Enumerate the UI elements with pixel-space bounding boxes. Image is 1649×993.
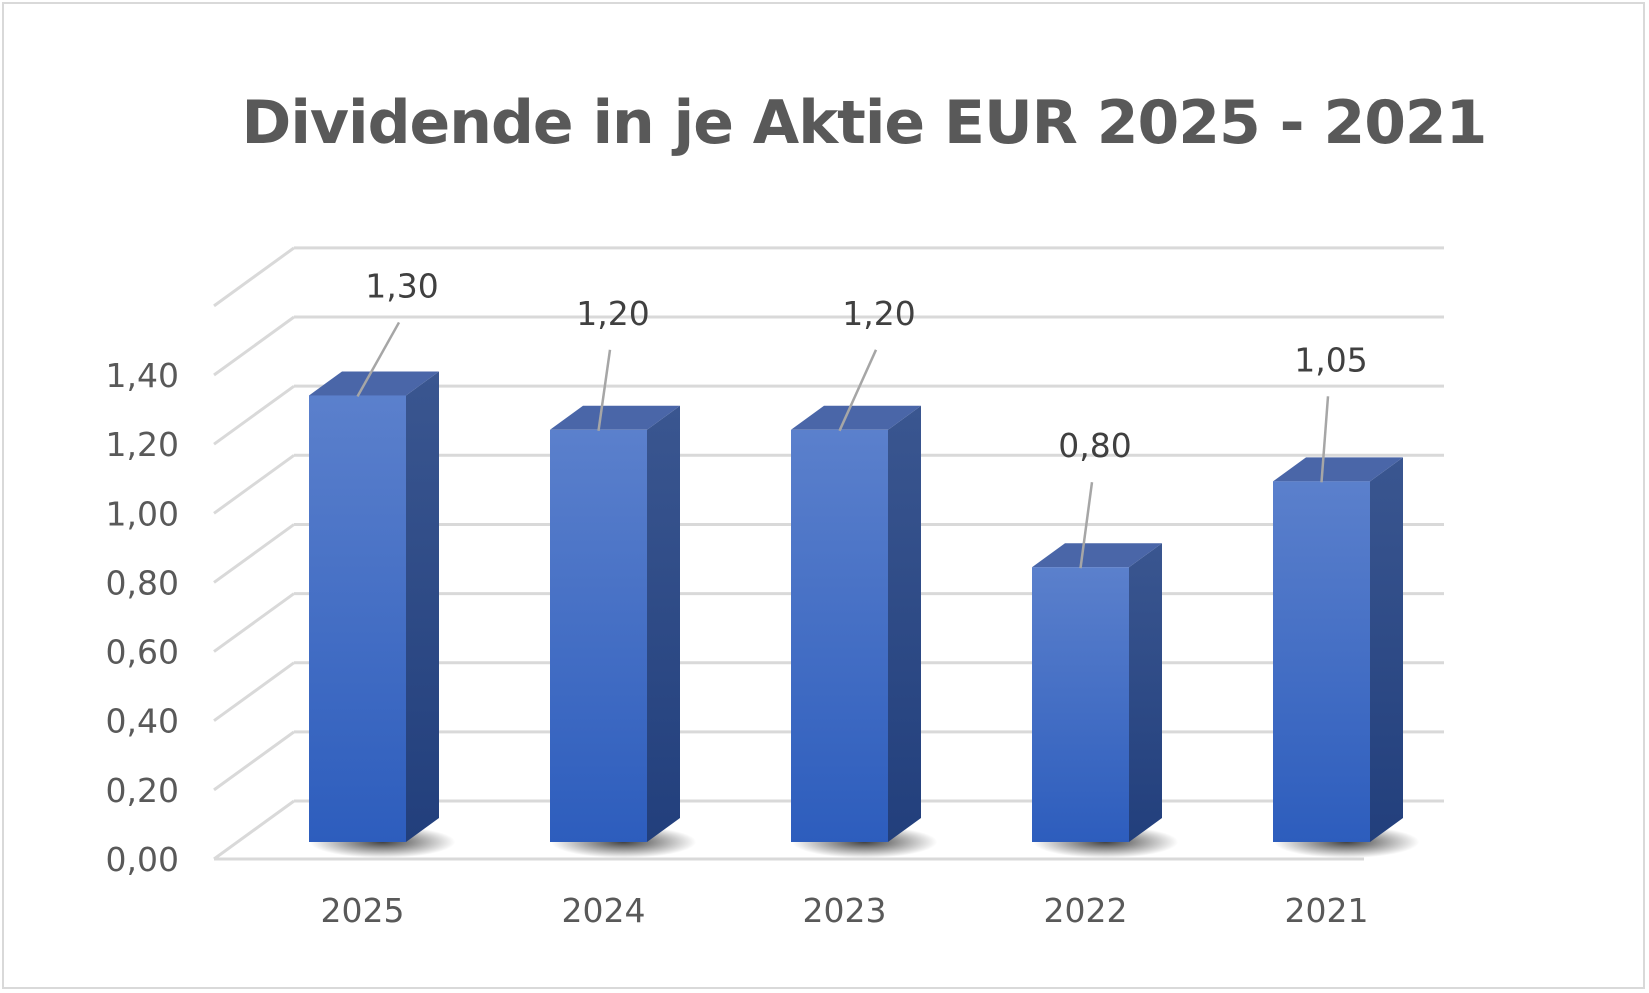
label-layer: 2025 1,30 2024 1,20 2023 1,20 2022 0,80 2021 1,05 — [321, 266, 1369, 930]
bar — [309, 395, 406, 842]
x-tick-label: 2022 — [1044, 891, 1128, 930]
y-tick-label: 0,60 — [106, 633, 179, 672]
bar — [1032, 567, 1129, 842]
bar — [791, 429, 888, 842]
x-tick-label: 2024 — [562, 891, 646, 930]
y-tick-label: 0,20 — [106, 771, 179, 810]
gridline-side — [213, 384, 295, 446]
bar-top — [550, 405, 680, 430]
gridline-side — [213, 799, 295, 861]
chart-plot: 0,00 0,20 0,40 0,60 0,80 1,00 1,20 1,40 2025 1,3… — [106, 246, 1444, 930]
x-tick-label: 2025 — [321, 891, 405, 930]
data-label: 1,20 — [576, 294, 649, 333]
leader-line — [1320, 396, 1330, 483]
bar-side — [888, 405, 921, 842]
gridline-side — [213, 592, 295, 653]
chart-title: Dividende in je Aktie EUR 2025 - 2021 — [241, 88, 1488, 158]
gridline-side — [213, 246, 295, 308]
gridline-side — [213, 315, 295, 377]
bar-side — [647, 405, 680, 842]
axis-layer: 0,00 0,20 0,40 0,60 0,80 1,00 1,20 1,40 — [106, 356, 179, 879]
leader-line — [597, 349, 612, 431]
y-tick-label: 0,40 — [106, 702, 179, 741]
data-label: 1,30 — [365, 266, 438, 305]
bar-side — [1370, 457, 1403, 842]
y-tick-label: 0,80 — [106, 563, 179, 602]
leader-line — [1079, 482, 1094, 569]
gridline-side — [213, 454, 295, 515]
gridline-side — [213, 730, 295, 792]
gridline-side — [213, 661, 295, 722]
bar-side — [1129, 543, 1162, 842]
y-tick-label: 1,20 — [106, 425, 179, 464]
leader-line — [838, 349, 878, 432]
gridline-side — [213, 523, 295, 584]
y-tick-label: 0,00 — [106, 840, 179, 879]
bar — [550, 429, 647, 842]
bar-layer — [309, 371, 1420, 858]
bar-side — [406, 371, 439, 842]
bar — [1273, 481, 1370, 842]
data-label: 1,05 — [1294, 340, 1367, 379]
bar-top — [1273, 457, 1403, 482]
data-label: 1,20 — [842, 294, 915, 333]
leader-line — [356, 321, 401, 398]
y-tick-label: 1,40 — [106, 356, 179, 395]
data-label: 0,80 — [1058, 426, 1131, 465]
bar-top — [791, 405, 921, 430]
bar-top — [1032, 543, 1162, 568]
bar-top — [309, 371, 439, 396]
y-tick-label: 1,00 — [106, 494, 179, 533]
x-tick-label: 2023 — [803, 891, 887, 930]
x-tick-label: 2021 — [1285, 891, 1369, 930]
